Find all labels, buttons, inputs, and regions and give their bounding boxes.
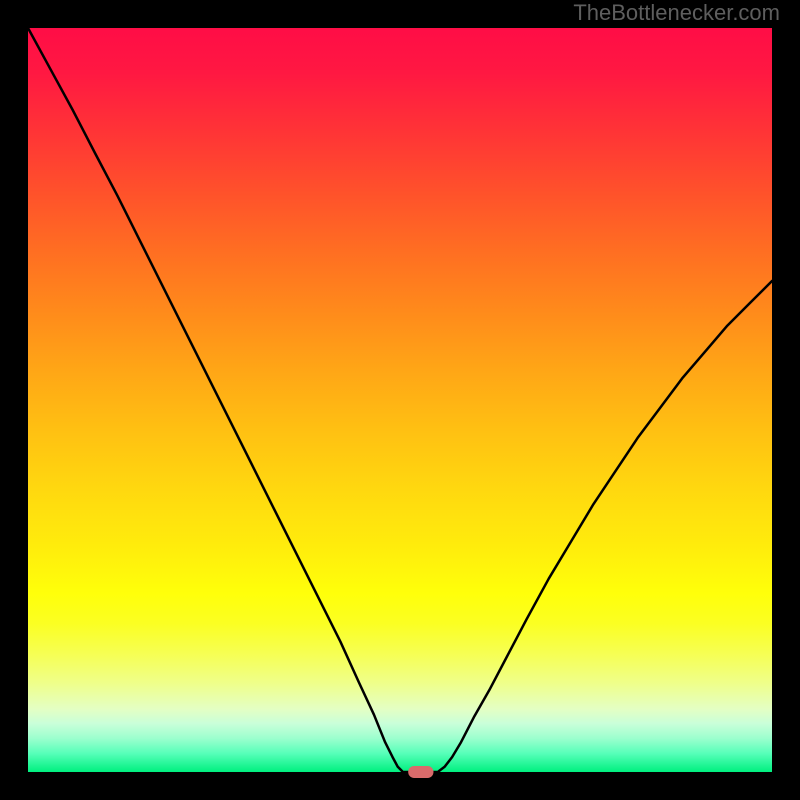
chart-frame: TheBottlenecker.com	[0, 0, 800, 800]
bottleneck-curve-chart	[0, 0, 800, 800]
watermark-text: TheBottlenecker.com	[573, 0, 780, 26]
optimum-marker	[408, 766, 433, 778]
